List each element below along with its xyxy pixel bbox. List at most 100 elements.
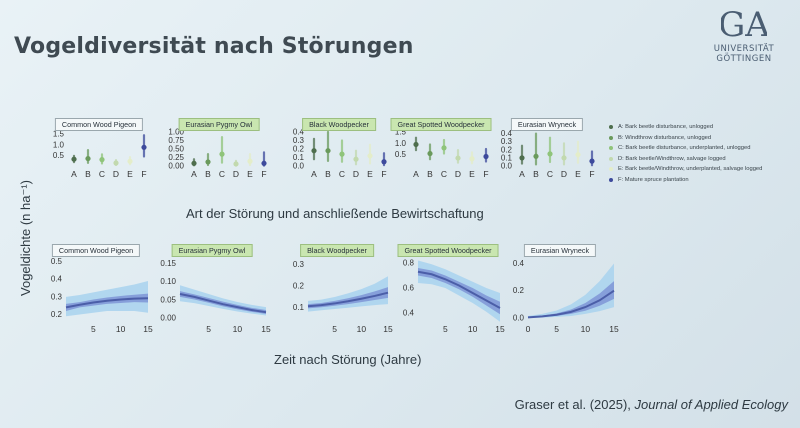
data-point [353, 156, 359, 162]
data-point [233, 161, 239, 167]
panel-title: Eurasian Pygmy Owl [178, 118, 260, 131]
data-point [99, 157, 105, 163]
chart-plot: 0.00.10.20.30.4 A B C D E F [501, 129, 595, 179]
y-tick-label: 0.5 [395, 150, 407, 159]
legend-label: B: Windthrow disturbance, unlogged [618, 134, 712, 141]
x-tick-label: 10 [357, 324, 367, 334]
y-tick-label: 0.4 [403, 309, 415, 318]
y-tick-label: 0.0 [501, 162, 513, 171]
x-tick-label: B [205, 169, 211, 179]
data-point [575, 152, 581, 158]
chart-plot: 0.00 0.05 0.10 0.15 5 10 15 [160, 259, 271, 334]
chart-panel-black-woodpecker-trend: 0.1 0.2 0.3 5 10 15 Black Woodpecker [282, 244, 393, 340]
x-tick-label: B [325, 169, 331, 179]
data-point [455, 155, 461, 161]
data-point [519, 155, 525, 161]
x-tick-label: A [191, 169, 197, 179]
panel-title: Great Spotted Woodpecker [390, 118, 492, 131]
legend-item: B: Windthrow disturbance, unlogged [609, 133, 762, 144]
x-tick-label: C [99, 169, 105, 179]
data-point [589, 158, 595, 164]
x-tick-label: 5 [332, 324, 337, 334]
chart-panel-great-spotted-woodpecker-category: 0.5 1.0 1.5 A B C D E F Great Spotted Woodpecker [382, 118, 500, 179]
citation: Graser et al. (2025), Journal of Applied… [515, 397, 788, 412]
legend-item: E: Bark beetle/Windthrow, underplanted, … [609, 164, 762, 175]
x-tick-label: F [261, 169, 266, 179]
data-point [219, 151, 225, 157]
confidence-band-outer [418, 260, 500, 322]
x-tick-label: 5 [443, 324, 448, 334]
data-point [205, 159, 211, 165]
y-tick-label: 0.15 [160, 259, 176, 268]
chart-panel-common-wood-pigeon-trend: 0.2 0.3 0.4 0.5 5 10 15 Common Wood Pigeon [40, 244, 153, 340]
data-point [311, 148, 317, 154]
x-tick-label: A [519, 169, 525, 179]
data-point [247, 158, 253, 164]
y-tick-label: 0.2 [501, 145, 513, 154]
x-axis-title-top: Art der Störung und anschließende Bewirt… [186, 206, 484, 221]
data-point [191, 160, 197, 166]
x-tick-label: E [127, 169, 133, 179]
x-tick-label: 0 [526, 324, 531, 334]
y-tick-label: 0.3 [501, 137, 513, 146]
y-tick-label: 0.4 [293, 128, 305, 137]
y-tick-label: 0.4 [501, 129, 513, 138]
y-tick-label: 0.3 [293, 136, 305, 145]
panel-title: Black Woodpecker [302, 118, 376, 131]
citation-authors: Graser et al. (2025), [514, 397, 635, 412]
confidence-band-inner [418, 268, 500, 315]
legend-marker-icon [609, 156, 613, 161]
y-tick-label: 1.5 [53, 130, 65, 139]
y-tick-label: 0.0 [513, 314, 525, 323]
y-tick-label: 0.2 [51, 310, 63, 319]
x-tick-label: 15 [261, 324, 271, 334]
y-tick-label: 0.4 [51, 275, 63, 284]
data-point [325, 148, 331, 154]
data-point [261, 160, 267, 166]
chart-panel-great-spotted-woodpecker-trend: 0.4 0.6 0.8 5 10 15 Great Spotted Woodpecker [392, 244, 505, 340]
x-tick-label: E [367, 169, 373, 179]
y-tick-label: 0.1 [501, 153, 513, 162]
x-tick-label: F [589, 169, 594, 179]
logo-line-1: UNIVERSITÄT [713, 44, 775, 54]
chart-plot: 0.1 0.2 0.3 5 10 15 [293, 260, 393, 334]
data-point [547, 151, 553, 157]
x-axis-title-bottom: Zeit nach Störung (Jahre) [274, 352, 422, 367]
x-tick-label: C [339, 169, 345, 179]
panel-title: Common Wood Pigeon [51, 244, 141, 257]
x-tick-label: D [455, 169, 461, 179]
x-tick-label: 15 [143, 324, 153, 334]
legend-label: D: Bark beetle/Windthrow, salvage logged [618, 155, 726, 162]
chart-panel-eurasian-pygmy-owl-trend: 0.00 0.05 0.10 0.15 5 10 15 Eurasian Pygmy Owl [154, 244, 271, 340]
legend-item: A: Bark beetle disturbance, unlogged [609, 122, 762, 133]
legend-marker-icon [609, 125, 613, 130]
y-tick-label: 1.0 [53, 140, 65, 149]
slide-title: Vogeldiversität nach Störungen [14, 34, 414, 59]
x-tick-label: B [85, 169, 91, 179]
x-tick-label: A [311, 169, 317, 179]
data-point [85, 155, 91, 162]
data-point [427, 150, 433, 157]
y-tick-label: 0.2 [293, 281, 305, 290]
legend-item: F: Mature spruce plantation [609, 175, 762, 186]
y-tick-label: 0.2 [293, 145, 305, 154]
x-tick-label: 10 [581, 324, 591, 334]
x-tick-label: B [533, 169, 539, 179]
x-tick-label: E [469, 169, 475, 179]
legend-marker-icon [609, 135, 613, 140]
x-tick-label: D [561, 169, 567, 179]
x-tick-label: D [113, 169, 119, 179]
panel-title: Eurasian Pygmy Owl [171, 244, 253, 257]
legend-item: D: Bark beetle/Windthrow, salvage logged [609, 154, 762, 165]
x-tick-label: F [141, 169, 146, 179]
chart-panel-common-wood-pigeon-category: 0.5 1.0 1.5 A B C D E F Common Wood Pigeon [40, 118, 158, 179]
x-tick-label: F [381, 169, 386, 179]
university-logo: GA UNIVERSITÄT GÖTTINGEN [696, 4, 792, 64]
panel-title: Eurasian Wryneck [523, 244, 597, 257]
x-tick-label: 5 [91, 324, 96, 334]
y-tick-label: 0.25 [168, 153, 184, 162]
legend-marker-icon [609, 167, 613, 172]
y-tick-label: 0.00 [168, 162, 184, 171]
data-point [561, 155, 567, 161]
y-axis-title: Vogeldichte (n ha⁻¹) [18, 180, 33, 296]
